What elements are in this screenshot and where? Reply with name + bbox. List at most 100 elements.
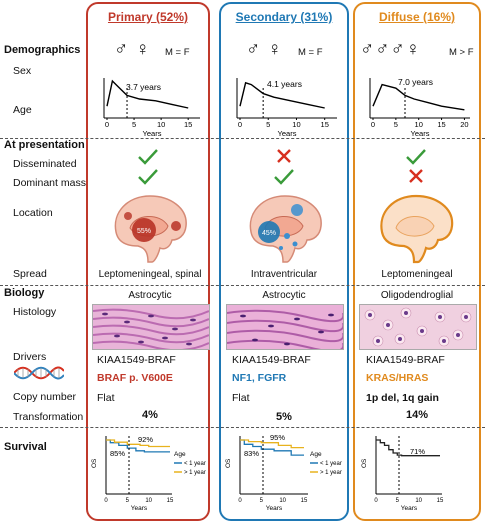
primary-sex-ratio: M = F: [165, 47, 190, 58]
primary-histology-image: [92, 304, 210, 350]
separator-presentation: [0, 138, 485, 139]
diffuse-survival-lines: [376, 439, 440, 457]
row-label-disseminated: Disseminated: [13, 158, 77, 170]
primary-survival-series-0: [106, 439, 170, 453]
secondary-survival-series-1: [240, 439, 304, 449]
secondary-survival-chart: 95% 83% OS 0 5 10 15 Years Age < 1 year > 1…: [225, 433, 342, 512]
diffuse-survival-label-1: 71%: [410, 447, 425, 456]
diffuse-driver: KIAA1549-BRAF: [366, 354, 445, 366]
primary-age-tick: 5: [132, 120, 136, 129]
row-label-copy-number: Copy number: [13, 391, 77, 403]
diffuse-transformation: 14%: [405, 409, 429, 421]
secondary-disseminated-cross-icon: [277, 149, 291, 163]
row-label-histology: Histology: [13, 306, 57, 318]
primary-age-median-label: 3.7 years: [126, 82, 161, 92]
dna-icon: [14, 366, 64, 380]
secondary-survival-xticks: 0 5 10 15: [238, 498, 308, 504]
column-secondary-title: Secondary (31%): [235, 10, 333, 24]
secondary-age-xlabel: Years: [278, 129, 297, 138]
primary-survival-series-1: [106, 439, 170, 448]
primary-spread: Leptomeningeal, spinal: [98, 269, 202, 280]
diffuse-age-ticks: 0 5 10 15 20: [371, 118, 469, 129]
diffuse-survival-ylabel: OS: [361, 458, 368, 468]
diffuse-survival-tick: 10: [415, 498, 422, 504]
secondary-location-pct: 45%: [262, 230, 276, 237]
diffuse-histology-image: [359, 304, 477, 350]
diffuse-age-curve: [372, 83, 465, 111]
secondary-age-tick: 15: [321, 120, 329, 129]
secondary-survival-xlabel: Years: [266, 505, 283, 512]
diffuse-dominant-mass-cross-icon: [409, 169, 423, 183]
diffuse-disseminated-check-icon: [406, 149, 426, 165]
secondary-driver: KIAA1549-BRAF: [232, 354, 311, 366]
primary-survival-chart: 92% 85% OS 0 5 10 15 Years Age < 1 year > 1…: [91, 435, 206, 512]
column-primary-frame: [86, 2, 210, 521]
primary-location-pct: 55%: [137, 228, 151, 235]
row-label-dominant-mass: Dominant mass: [13, 177, 86, 189]
diffuse-age-tick: 0: [371, 120, 375, 129]
row-label-biology: Biology: [4, 287, 45, 299]
diffuse-sex-symbols: ♂♂♂♀: [360, 39, 421, 60]
diffuse-histology: Oligodendroglial: [380, 290, 454, 301]
diffuse-age-tick: 15: [437, 120, 445, 129]
primary-age-tick: 0: [105, 120, 109, 129]
diffuse-copy-number: 1p del, 1q gain: [366, 392, 439, 404]
secondary-age-chart: 4.1 years 0 5 10 15 Years: [236, 78, 337, 138]
diffuse-age-chart: 7.0 years 0 5 10 15 20 Years: [369, 77, 470, 138]
primary-survival-legend-item-1: < 1 year: [184, 461, 206, 467]
diffuse-brain-icon: [380, 194, 454, 264]
column-secondary-frame: [219, 2, 349, 521]
row-label-location: Location: [13, 207, 53, 219]
secondary-age-tick: 10: [292, 120, 300, 129]
row-label-transformation: Transformation: [13, 411, 84, 423]
diffuse-spread: Leptomeningeal: [381, 269, 453, 280]
diffuse-survival-chart: 71% OS 0 5 10 15 Years: [361, 436, 444, 512]
diffuse-survival-tick: 0: [374, 498, 378, 504]
secondary-age-tick: 0: [238, 120, 242, 129]
primary-age-tick: 10: [157, 120, 165, 129]
diffuse-survival-tick: 5: [396, 498, 400, 504]
secondary-survival-lines: [240, 439, 304, 456]
primary-age-ticks: 0 5 10 15: [105, 118, 192, 129]
secondary-age-tick: 5: [266, 120, 270, 129]
primary-driver: KIAA1549-BRAF: [97, 354, 176, 366]
secondary-survival-tick: 0: [238, 498, 242, 504]
column-diffuse-frame: [353, 2, 481, 521]
primary-age-tick: 15: [184, 120, 192, 129]
primary-survival-tick: 10: [145, 498, 152, 504]
secondary-age-curve: [239, 81, 325, 109]
primary-survival-tick: 5: [126, 498, 130, 504]
diffuse-age-xlabel: Years: [411, 129, 430, 138]
primary-transformation: 4%: [142, 409, 158, 421]
row-label-survival: Survival: [4, 441, 47, 453]
secondary-histology: Astrocytic: [262, 290, 306, 301]
diffuse-survival-series-0: [376, 439, 440, 457]
separator-biology: [0, 285, 485, 286]
secondary-age-median-label: 4.1 years: [267, 79, 302, 89]
primary-survival-xlabel: Years: [131, 505, 148, 512]
column-primary-title: Primary (52%): [107, 10, 189, 24]
row-label-sex: Sex: [13, 65, 32, 77]
primary-survival-legend-item-2: > 1 year: [184, 470, 206, 476]
secondary-sex-symbols: ♂ ♀: [246, 39, 283, 60]
secondary-survival-legend-title: Age: [310, 451, 322, 458]
row-label-at-presentation: At presentation: [4, 139, 85, 151]
primary-dominant-mass-check-icon: [138, 169, 158, 185]
secondary-age-ticks: 0 5 10 15: [238, 118, 329, 129]
secondary-survival-legend-item-1: < 1 year: [320, 461, 342, 467]
row-label-age: Age: [13, 104, 32, 116]
primary-survival-label-1: 92%: [138, 435, 153, 444]
diffuse-age-tick: 10: [415, 120, 423, 129]
primary-survival-tick: 0: [104, 498, 108, 504]
row-label-demographics: Demographics: [4, 44, 81, 56]
primary-copy-number: Flat: [97, 392, 115, 404]
secondary-survival-tick: 5: [260, 498, 264, 504]
primary-survival-label-2: 85%: [110, 449, 125, 458]
diffuse-survival-tick: 15: [437, 498, 444, 504]
column-diffuse-title: Diffuse (16%): [378, 10, 455, 24]
primary-histology: Astrocytic: [128, 290, 172, 301]
primary-sex-symbols: ♂ ♀: [114, 39, 151, 60]
primary-age-xlabel: Years: [143, 129, 162, 138]
diffuse-sex-ratio: M > F: [449, 47, 474, 58]
secondary-driver-extra: NF1, FGFR: [232, 372, 287, 384]
